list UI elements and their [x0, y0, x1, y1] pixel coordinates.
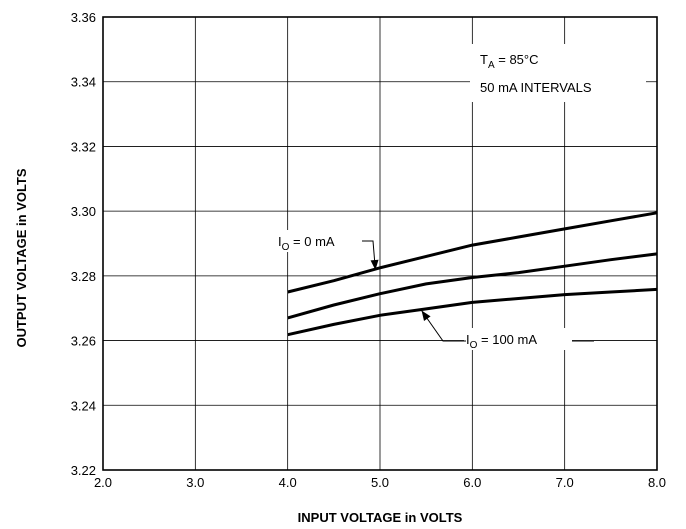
x-tick-label: 7.0	[556, 475, 574, 490]
x-tick-labels: 2.0 3.0 4.0 5.0 6.0 7.0 8.0	[94, 475, 666, 490]
annotation-io-0ma-label: IO = 0 mA	[278, 234, 335, 253]
y-tick-label: 3.22	[71, 463, 96, 478]
x-axis-title: INPUT VOLTAGE in VOLTS	[298, 510, 463, 525]
annotation-io-100ma-arrowhead	[421, 310, 431, 321]
conditions-temperature: TA = 85°C	[480, 52, 539, 71]
y-tick-label: 3.32	[71, 139, 96, 154]
x-tick-label: 8.0	[648, 475, 666, 490]
series-line-3	[287, 287, 658, 337]
x-tick-label: 3.0	[186, 475, 204, 490]
series-line-1	[287, 211, 658, 294]
x-tick-label: 4.0	[279, 475, 297, 490]
annotation-io-0ma-bg	[276, 230, 372, 252]
conditions-intervals: 50 mA INTERVALS	[480, 80, 592, 95]
y-tick-label: 3.36	[71, 10, 96, 25]
x-tick-label: 6.0	[463, 475, 481, 490]
y-tick-label: 3.34	[71, 75, 96, 90]
annotation-io-100ma-leader	[421, 310, 466, 342]
conditions-box: TA = 85°C 50 mA INTERVALS	[470, 44, 646, 102]
y-tick-labels: 3.22 3.24 3.26 3.28 3.30 3.32 3.34 3.36	[71, 10, 96, 478]
annotation-io-100ma: IO = 100 mA	[421, 310, 594, 351]
annotation-io-100ma-label: IO = 100 mA	[466, 332, 537, 351]
annotation-io-0ma-arrowhead	[370, 259, 379, 271]
x-tick-label: 5.0	[371, 475, 389, 490]
x-tick-label: 2.0	[94, 475, 112, 490]
y-axis-title: OUTPUT VOLTAGE in VOLTS	[14, 168, 29, 347]
y-tick-label: 3.26	[71, 334, 96, 349]
series-lines	[287, 211, 658, 337]
plot-frame	[102, 16, 658, 471]
y-tick-label: 3.28	[71, 269, 96, 284]
series-line-2	[287, 252, 658, 320]
annotation-io-0ma: IO = 0 mA	[276, 230, 379, 271]
y-tick-label: 3.24	[71, 398, 96, 413]
y-tick-label: 3.30	[71, 204, 96, 219]
annotation-io-100ma-bg	[464, 328, 572, 350]
conditions-box-bg	[470, 44, 646, 102]
